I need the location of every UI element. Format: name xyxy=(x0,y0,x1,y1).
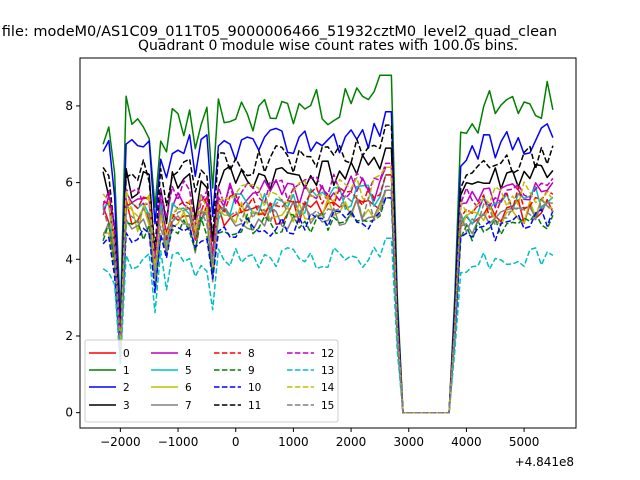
legend-label: 9 xyxy=(248,365,255,377)
legend-label: 5 xyxy=(185,365,192,377)
series-line-0 xyxy=(102,189,554,414)
legend-label: 14 xyxy=(321,382,335,394)
series-line-3 xyxy=(102,147,554,414)
legend-label: 0 xyxy=(123,348,130,360)
series-line-1 xyxy=(102,74,554,414)
series-line-2 xyxy=(102,110,554,414)
series-line-15 xyxy=(102,185,554,414)
legend-label: 13 xyxy=(321,365,334,377)
legend-label: 1 xyxy=(123,365,130,377)
y-axis: 0 2 4 6 8 xyxy=(65,99,80,420)
series-layer xyxy=(102,74,554,414)
x-tick-label: 2000 xyxy=(336,435,367,449)
legend-label: 4 xyxy=(185,348,192,360)
x-tick-label: 0 xyxy=(232,435,240,449)
x-tick-label: 4000 xyxy=(451,435,482,449)
legend-label: 2 xyxy=(123,382,130,394)
legend-label: 6 xyxy=(185,382,192,394)
x-axis-offset-label: +4.841e8 xyxy=(515,455,574,469)
legend-label: 15 xyxy=(321,400,334,412)
legend-label: 7 xyxy=(185,400,192,412)
figure-suptitle: n file: modeM0/AS1C09_011T05_9000006466_… xyxy=(0,24,557,40)
legend-label: 10 xyxy=(248,382,261,394)
y-tick-label: 6 xyxy=(65,176,73,190)
x-tick-label: 5000 xyxy=(509,435,540,449)
series-line-6 xyxy=(103,189,554,414)
y-tick-label: 4 xyxy=(65,252,73,266)
series-line-7 xyxy=(102,189,553,414)
legend-label: 12 xyxy=(321,348,334,360)
x-tick-label: 3000 xyxy=(393,435,424,449)
series-line-13 xyxy=(102,237,554,414)
chart-title: Quadrant 0 module wise count rates with … xyxy=(138,38,518,54)
x-tick-label: −1000 xyxy=(158,435,199,449)
legend-label: 8 xyxy=(248,348,255,360)
plot-frame xyxy=(79,57,577,429)
legend-label: 3 xyxy=(123,400,130,412)
y-tick-label: 8 xyxy=(65,99,73,113)
legend-box xyxy=(84,339,339,423)
series-line-14 xyxy=(102,166,554,414)
series-line-11 xyxy=(102,124,554,414)
x-tick-label: 1000 xyxy=(278,435,309,449)
legend-label: 11 xyxy=(248,400,261,412)
x-tick-label: −2000 xyxy=(100,435,141,449)
x-axis: −2000 −1000 0 1000 2000 3000 4000 5000 xyxy=(100,428,539,449)
y-tick-label: 2 xyxy=(65,329,73,343)
y-tick-label: 0 xyxy=(65,406,73,420)
